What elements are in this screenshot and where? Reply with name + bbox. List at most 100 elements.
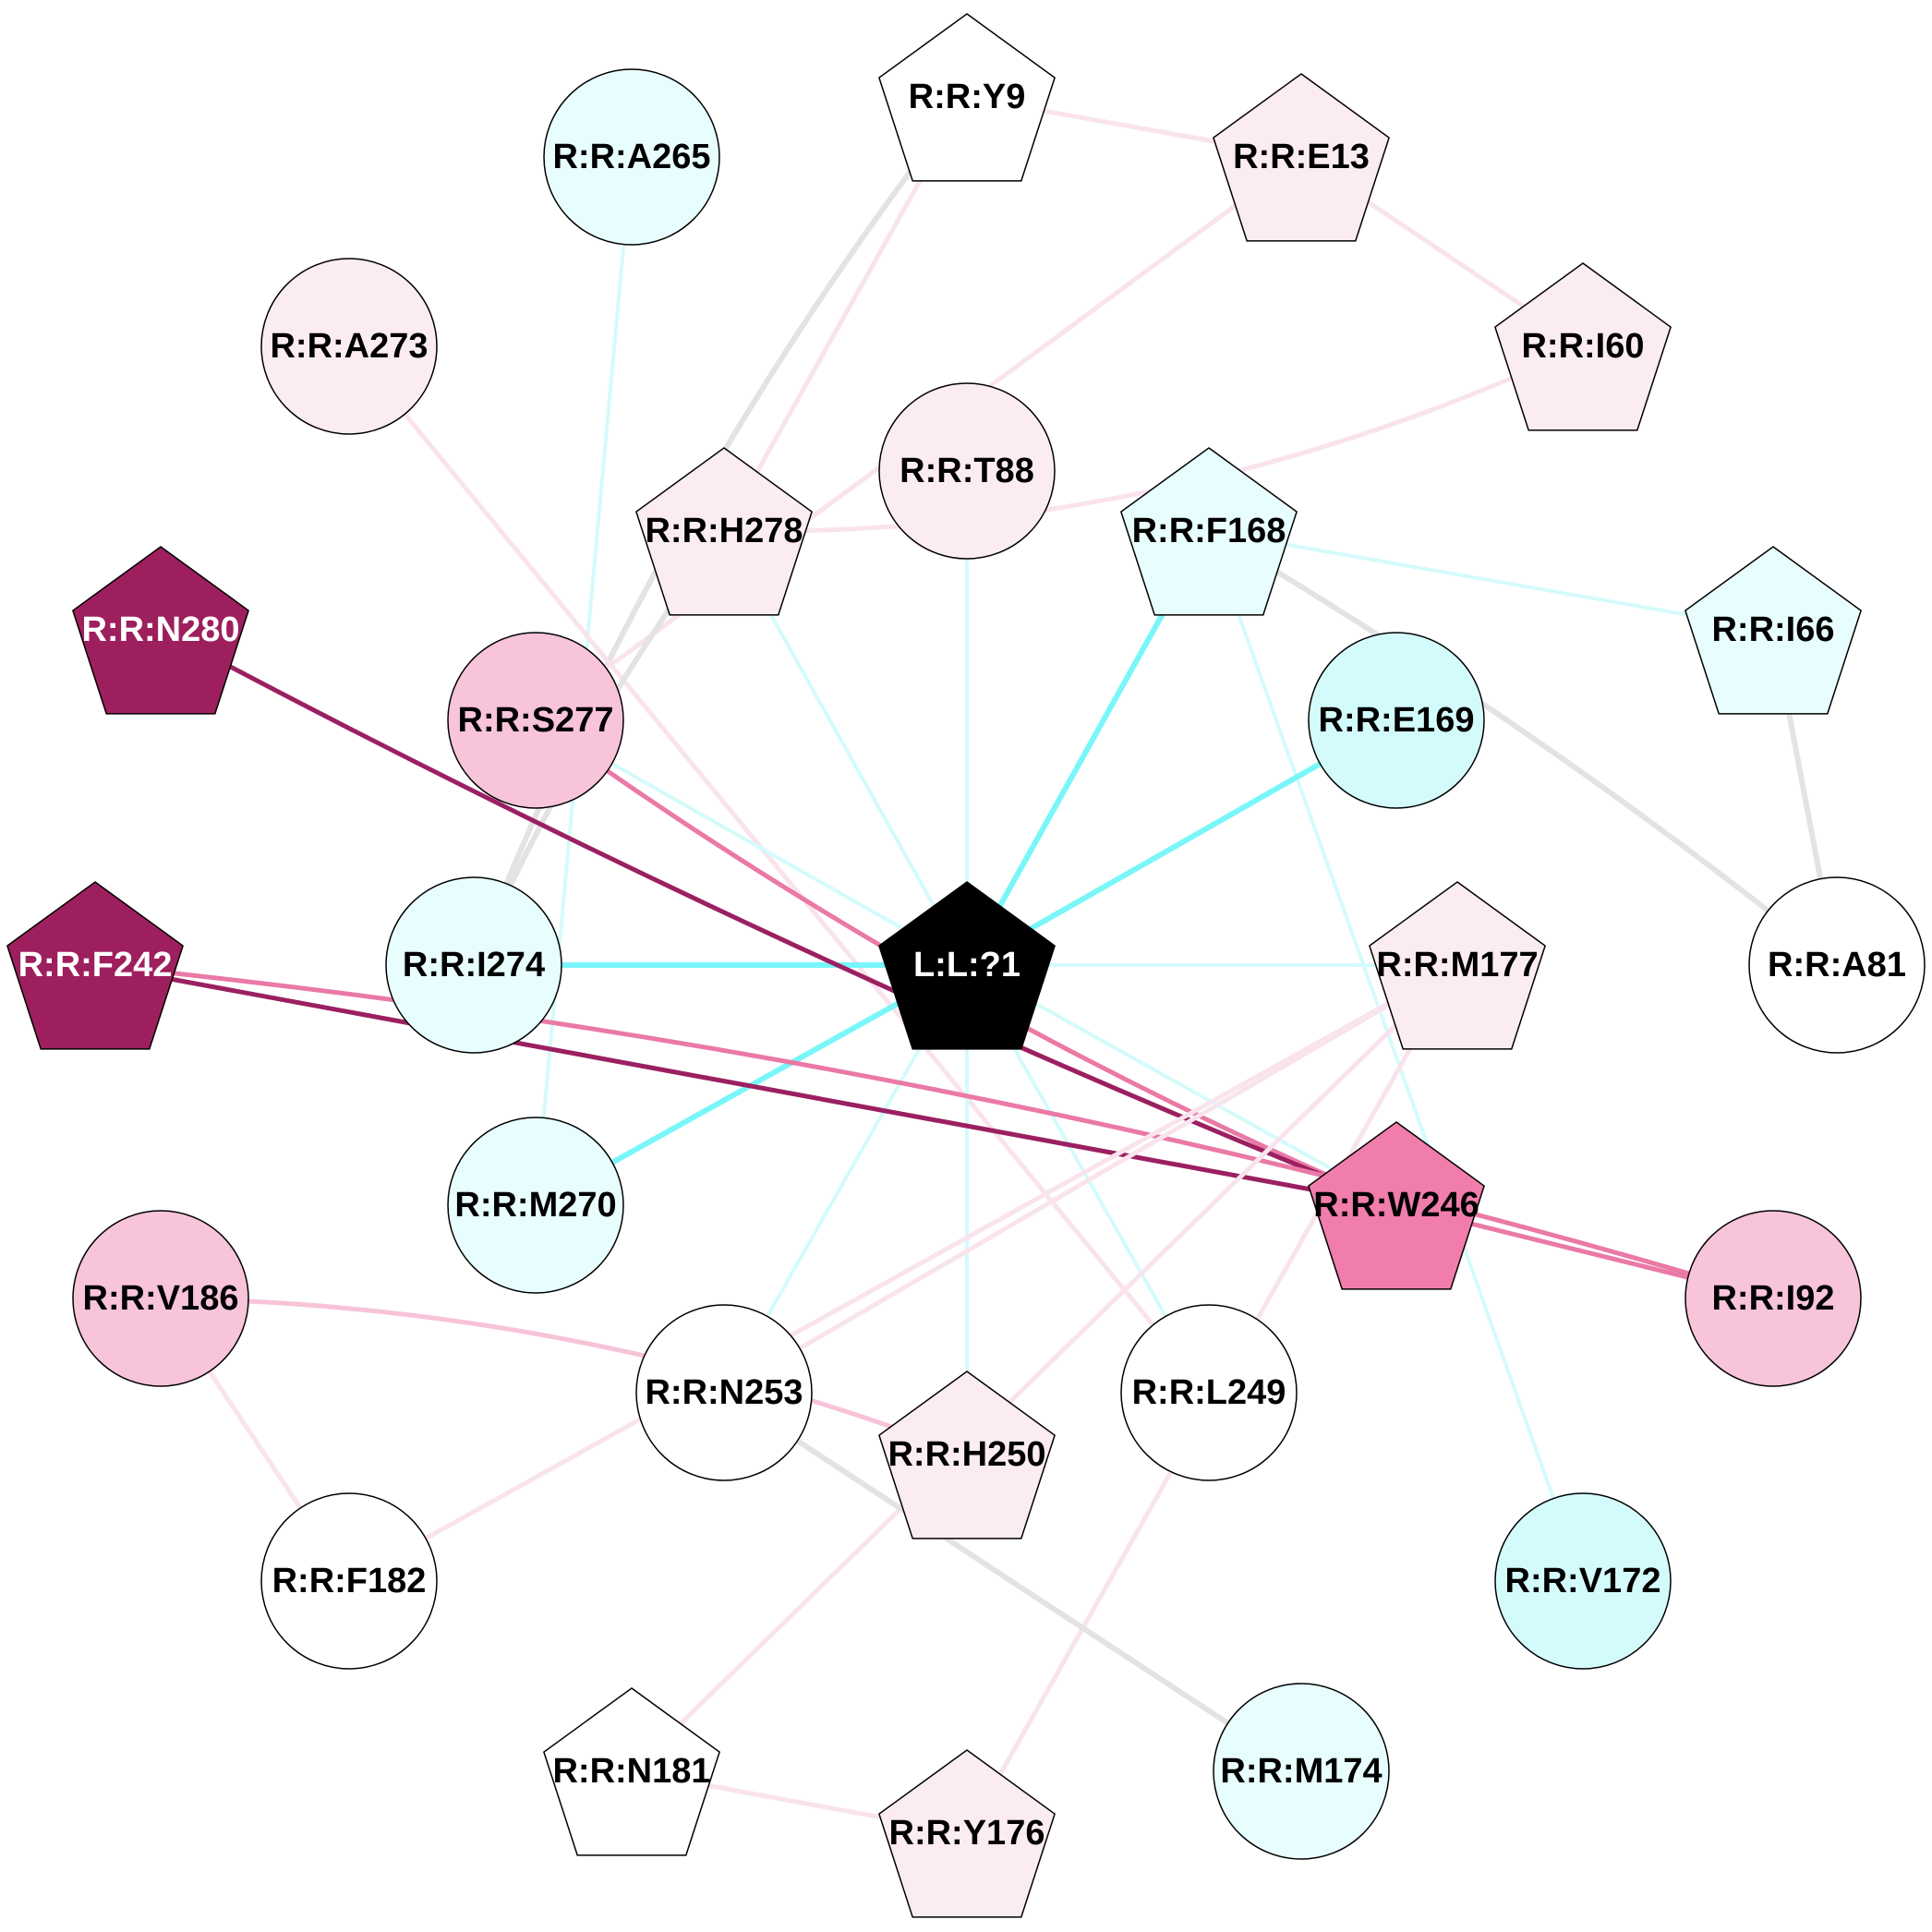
node-r-r-i66: R:R:I66	[1684, 546, 1862, 715]
node-pentagon	[1120, 447, 1298, 616]
edge-r-r-v186-r-r-h250	[160, 1296, 968, 1457]
node-r-r-i60: R:R:I60	[1494, 262, 1672, 431]
edge-r-r-f242-r-r-i92	[94, 962, 1774, 1301]
node-r-r-h278: R:R:H278	[635, 447, 813, 616]
node-label: R:R:M177	[1376, 946, 1538, 984]
edge-r-r-n280-r-r-w246	[159, 627, 1397, 1208]
node-circle	[1120, 1304, 1298, 1481]
node-pentagon	[543, 1687, 720, 1856]
node-label: R:R:N181	[552, 1752, 710, 1791]
node-label: R:R:A81	[1768, 946, 1906, 984]
edge-r-r-m177-r-r-f182	[347, 962, 1459, 1584]
node-label: R:R:F168	[1132, 512, 1286, 550]
node-label: R:R:S277	[458, 701, 614, 740]
node-r-r-h250: R:R:H250	[878, 1371, 1056, 1540]
edge-r-r-m177-r-r-n181	[630, 963, 1459, 1773]
node-label: R:R:I66	[1711, 610, 1834, 649]
node-label: R:R:E169	[1319, 701, 1475, 740]
node-pentagon	[635, 447, 813, 616]
node-circle	[1213, 1683, 1390, 1860]
node-label: R:R:M174	[1220, 1752, 1382, 1791]
node-r-r-w246: R:R:W246	[1308, 1121, 1485, 1290]
node-label: R:R:L249	[1132, 1373, 1286, 1412]
node-pentagon	[1494, 262, 1672, 431]
node-r-r-m177: R:R:M177	[1369, 881, 1546, 1050]
edge-r-r-f242-r-r-w246	[94, 962, 1397, 1208]
node-label: R:R:I92	[1711, 1279, 1834, 1318]
node-r-r-n181: R:R:N181	[543, 1687, 720, 1856]
node-r-r-n280: R:R:N280	[72, 546, 249, 715]
node-r-r-t88: R:R:T88	[878, 382, 1056, 560]
node-circle	[543, 68, 720, 246]
node-label: R:R:H278	[645, 512, 803, 550]
node-circle	[1308, 632, 1485, 809]
node-label: R:R:Y9	[909, 78, 1026, 116]
node-r-r-f182: R:R:F182	[260, 1492, 438, 1670]
node-r-r-f168: R:R:F168	[1120, 447, 1298, 616]
node-r-r-l249: R:R:L249	[1120, 1304, 1298, 1481]
node-l-l-1: L:L:?1	[878, 881, 1056, 1050]
node-pentagon	[1213, 73, 1390, 242]
edge-l-l-1-r-r-w246	[966, 963, 1397, 1207]
node-circle	[385, 876, 562, 1054]
node-r-r-i92: R:R:I92	[1684, 1210, 1862, 1387]
node-label: R:R:T88	[900, 452, 1034, 490]
node-circle	[1748, 876, 1926, 1054]
node-r-r-y176: R:R:Y176	[878, 1749, 1056, 1918]
node-r-r-m174: R:R:M174	[1213, 1683, 1390, 1860]
node-pentagon	[1684, 546, 1862, 715]
node-r-r-a81: R:R:A81	[1748, 876, 1926, 1054]
node-r-r-e169: R:R:E169	[1308, 632, 1485, 809]
node-pentagon	[1369, 881, 1546, 1050]
node-label: R:R:M270	[454, 1186, 616, 1225]
node-label: R:R:Y176	[889, 1814, 1045, 1853]
node-r-r-m270: R:R:M270	[447, 1117, 624, 1294]
node-circle	[260, 1492, 438, 1670]
node-label: R:R:F242	[18, 946, 173, 984]
node-pentagon	[878, 1749, 1056, 1918]
node-r-r-f242: R:R:F242	[6, 881, 184, 1050]
edge-r-r-f168-r-r-a81	[1207, 528, 1839, 968]
edge-r-r-f168-r-r-v172	[1207, 530, 1585, 1582]
node-circle	[635, 1304, 813, 1481]
node-label: R:R:W246	[1313, 1186, 1479, 1225]
node-circle	[447, 1117, 624, 1294]
node-pentagon	[6, 881, 184, 1050]
node-label: R:R:N280	[81, 610, 239, 649]
node-pentagon	[878, 1371, 1056, 1540]
node-label: R:R:F182	[272, 1562, 427, 1600]
node-circle	[447, 632, 624, 809]
node-label: R:R:I60	[1521, 327, 1644, 366]
node-label: R:R:I274	[403, 946, 545, 984]
node-circle	[1494, 1492, 1672, 1670]
nodes-layer: L:L:?1 R:R:Y9 R:R:E13 R:R:A265 R:R:A273 R:R:I…	[6, 13, 1926, 1918]
edge-r-r-n253-r-r-m174	[722, 1390, 1303, 1774]
node-pentagon	[1308, 1121, 1485, 1290]
node-r-r-a273: R:R:A273	[260, 258, 438, 435]
node-label: L:L:?1	[913, 946, 1020, 984]
node-label: R:R:A273	[270, 327, 428, 366]
node-r-r-a265: R:R:A265	[543, 68, 720, 246]
node-r-r-v186: R:R:V186	[72, 1210, 249, 1387]
node-r-r-n253: R:R:N253	[635, 1304, 813, 1481]
node-label: R:R:V186	[83, 1279, 239, 1318]
edge-r-r-a273-r-r-l249	[347, 344, 1211, 1395]
node-r-r-e13: R:R:E13	[1213, 73, 1390, 242]
node-circle	[878, 382, 1056, 560]
node-label: R:R:V172	[1505, 1562, 1661, 1600]
node-label: R:R:A265	[552, 138, 710, 176]
node-pentagon	[878, 881, 1056, 1050]
node-pentagon	[72, 546, 249, 715]
node-r-r-s277: R:R:S277	[447, 632, 624, 809]
node-circle	[1684, 1210, 1862, 1387]
node-label: R:R:E13	[1233, 138, 1370, 176]
node-circle	[260, 258, 438, 435]
edge-r-r-f168-r-r-i66	[1208, 529, 1774, 632]
node-r-r-i274: R:R:I274	[385, 876, 562, 1054]
node-r-r-y9: R:R:Y9	[878, 13, 1056, 182]
node-label: R:R:H250	[888, 1435, 1045, 1474]
node-r-r-v172: R:R:V172	[1494, 1492, 1672, 1670]
node-circle	[72, 1210, 249, 1387]
edge-r-r-m177-r-r-n253	[722, 962, 1459, 1395]
